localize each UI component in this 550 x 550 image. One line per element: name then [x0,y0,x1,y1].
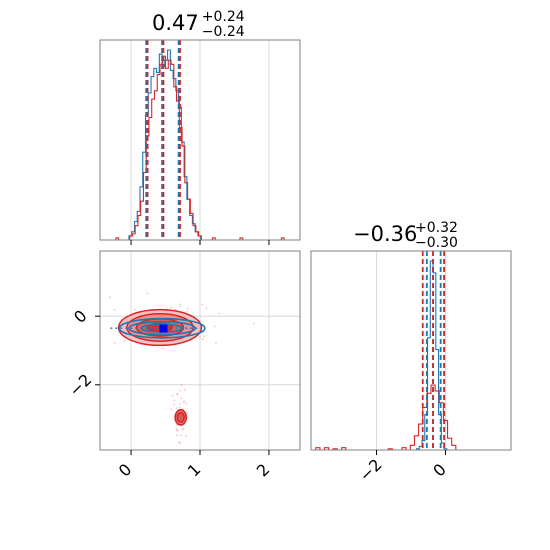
joint-sample-point [203,335,206,338]
panel-marginal-x [99,39,301,245]
joint-sample-point [173,403,176,406]
joint-sample-point [176,392,179,395]
joint-sample-point [181,428,184,431]
title-lower-error: −0.24 [202,24,245,40]
joint-sample-point [113,342,116,345]
marginal-y-title: −0.36+0.32 −0.30 [353,220,458,251]
marginal-y-hist-series-0 [311,260,511,451]
title-value: 0.47 [152,11,199,35]
joint-sample-point [186,307,189,310]
joint-sample-point [113,308,116,311]
joint-sample-point [162,347,165,350]
joint-sample-point [199,336,202,339]
joint-sample-point [182,401,185,404]
joint-sample-point [213,325,216,328]
joint-sample-point [170,408,173,411]
joint-series-0-secondary-contour-1 [176,411,185,424]
joint-sample-point [170,306,173,309]
title-lower-error: −0.30 [415,235,458,251]
joint-sample-point [183,400,186,403]
joint-xtick-label-0: 0 [115,460,136,481]
marginal-y-xtick-label-1: 0 [429,460,450,481]
joint-sample-point [123,339,126,342]
joint-truth-marker [159,324,168,333]
joint-sample-point [178,389,181,392]
joint-sample-point [175,424,178,427]
joint-sample-point [179,303,182,306]
joint-sample-point [252,322,255,325]
joint-sample-point [176,393,179,396]
joint-sample-point [173,399,176,402]
joint-ytick-label-1: −2 [65,370,95,400]
joint-sample-point [214,341,217,344]
joint-sample-point [185,402,188,405]
joint-series-1-contour-1 [128,320,196,336]
joint-sample-point [184,435,187,438]
joint-sample-point [182,427,185,430]
title-upper-error: +0.24 [202,9,245,25]
joint-sample-point [178,441,181,444]
joint-sample-point [201,338,204,341]
joint-sample-point [187,455,189,457]
joint-xtick-label-1: 1 [184,460,205,481]
joint-sample-point [171,394,174,397]
joint-sample-point [179,305,182,308]
title-value: −0.36 [353,222,417,246]
joint-sample-point [185,310,188,313]
joint-sample-point [180,383,183,386]
marginal-y-xtick-label-0: −2 [356,455,386,485]
joint-sample-point [179,402,182,405]
joint-sample-point [176,429,179,432]
marginal-x-hist-series-0 [100,49,300,241]
joint-sample-point [109,296,112,299]
joint-sample-point [183,388,186,391]
title-upper-error: +0.32 [415,220,458,236]
joint-sample-point [180,434,183,437]
joint-sample-point [175,407,178,410]
joint-sample-point [218,312,221,315]
joint-sample-point [178,441,181,444]
joint-sample-point [180,397,183,400]
joint-plot-area [109,292,255,457]
joint-sample-point [205,307,208,310]
joint-sample-point [175,427,178,430]
panel-marginal-y: −2 0 [310,250,512,485]
joint-sample-point [133,308,136,311]
joint-sample-point [201,303,204,306]
joint-xtick-label-2: 2 [253,460,274,481]
joint-sample-point [146,292,149,295]
joint-sample-point [178,406,181,409]
marginal-y-frame [310,250,512,451]
joint-series-1-contour-0 [118,317,206,339]
joint-sample-point [176,434,179,437]
marginal-x-title: 0.47 +0.24 −0.24 [152,9,245,40]
joint-ytick-label-0: 0 [70,306,91,327]
marginal-y-hist-series-1 [311,384,511,451]
joint-sample-point [175,429,178,432]
panel-joint: 0 1 2 0 −2 [65,250,301,481]
